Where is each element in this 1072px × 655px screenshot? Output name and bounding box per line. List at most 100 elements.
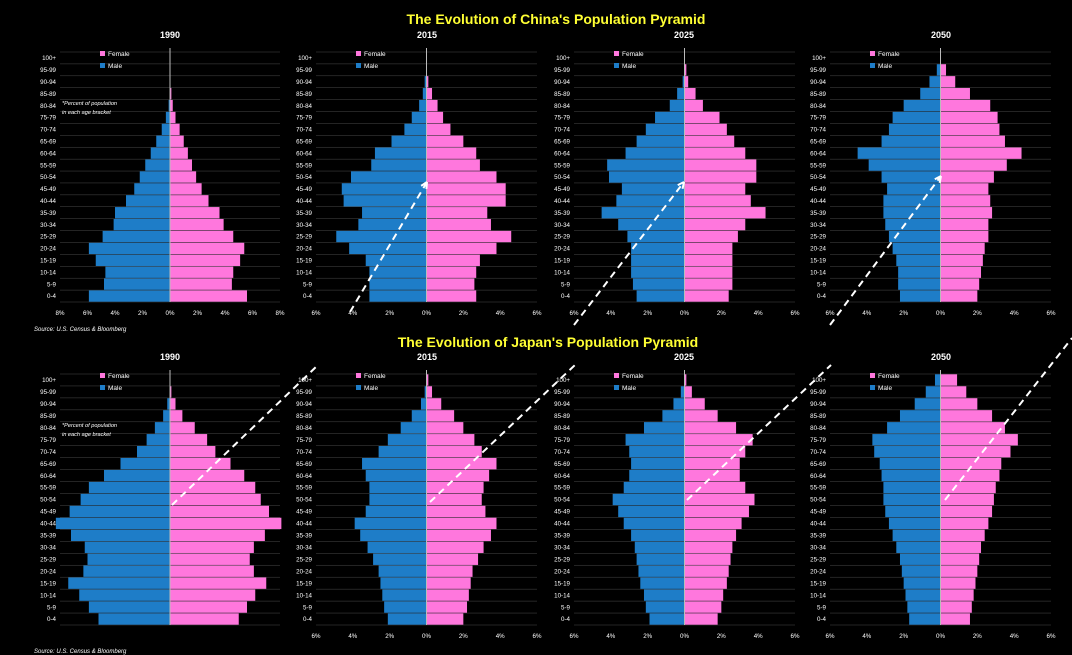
female-bar bbox=[170, 469, 245, 482]
age-bracket-label: 5-9 bbox=[303, 281, 313, 288]
age-bracket-label: 15-19 bbox=[40, 580, 56, 587]
male-bar bbox=[98, 613, 170, 625]
female-bar bbox=[940, 577, 976, 589]
male-bar bbox=[899, 290, 941, 302]
age-bracket-label: 60-64 bbox=[40, 150, 56, 157]
legend-male-swatch bbox=[100, 63, 105, 68]
male-bar bbox=[419, 99, 427, 112]
male-bar bbox=[420, 398, 427, 410]
female-bar bbox=[170, 147, 188, 159]
male-bar bbox=[154, 422, 170, 434]
female-bar bbox=[170, 398, 176, 410]
legend-label: Male bbox=[878, 63, 892, 70]
male-bar bbox=[640, 577, 685, 589]
male-bar bbox=[424, 386, 427, 398]
age-bracket-label: 30-34 bbox=[554, 222, 570, 229]
age-bracket-label: 70-74 bbox=[554, 127, 570, 134]
trend-arrow-line bbox=[686, 364, 832, 501]
male-bar bbox=[643, 589, 685, 601]
legend: Female Male bbox=[356, 51, 386, 70]
age-bracket-label: 45-49 bbox=[40, 509, 56, 516]
female-bar bbox=[940, 434, 1018, 446]
female-bar bbox=[170, 88, 172, 100]
female-bar bbox=[170, 254, 241, 266]
trend-arrow-head bbox=[934, 175, 942, 184]
female-bar bbox=[684, 553, 731, 565]
age-bracket-label: 85-89 bbox=[554, 91, 570, 98]
female-bar bbox=[940, 601, 972, 613]
male-bar bbox=[612, 493, 685, 506]
age-bracket-label: 85-89 bbox=[554, 413, 570, 420]
age-bracket-label: 70-74 bbox=[40, 127, 56, 134]
male-bar bbox=[387, 434, 427, 446]
age-bracket-label: 60-64 bbox=[810, 150, 826, 157]
female-bar bbox=[940, 469, 1000, 482]
female-bar bbox=[940, 230, 989, 243]
male-bar bbox=[165, 111, 170, 124]
age-bracket-label: 65-69 bbox=[810, 138, 826, 145]
age-bracket-label: 85-89 bbox=[40, 91, 56, 98]
age-bracket-label: 20-24 bbox=[810, 568, 826, 575]
age-bracket-label: 0-4 bbox=[47, 616, 57, 623]
male-bar bbox=[161, 123, 170, 136]
age-bracket-label: 55-59 bbox=[40, 485, 56, 492]
age-bracket-label: 100+ bbox=[812, 377, 826, 384]
pyramid-japan-2025: 2025 0-4 5-9 10-14 15-19 20-24 25-29 30-34 35-39… bbox=[554, 352, 800, 640]
male-bar bbox=[631, 529, 685, 542]
male-bar bbox=[636, 553, 685, 565]
female-bar bbox=[426, 481, 484, 494]
x-tick-label: 4% bbox=[1010, 633, 1019, 640]
legend-female-swatch bbox=[356, 51, 361, 56]
age-bracket-label: 15-19 bbox=[554, 258, 570, 265]
female-bar bbox=[684, 123, 727, 136]
age-bracket-label: 95-99 bbox=[296, 67, 312, 74]
legend-female-swatch bbox=[614, 51, 619, 56]
female-bar bbox=[170, 183, 202, 195]
female-bar bbox=[940, 64, 947, 76]
male-bar bbox=[411, 410, 427, 422]
age-bracket-label: 15-19 bbox=[810, 258, 826, 265]
age-bracket-label: 45-49 bbox=[296, 186, 312, 193]
male-bar bbox=[150, 147, 170, 159]
female-bar bbox=[684, 242, 733, 255]
x-tick-label: 6% bbox=[533, 633, 542, 640]
age-bracket-label: 20-24 bbox=[296, 246, 312, 253]
age-bracket-label: 100+ bbox=[812, 55, 826, 62]
age-bracket-label: 90-94 bbox=[40, 79, 56, 86]
female-bar bbox=[684, 457, 740, 470]
age-bracket-label: 40-44 bbox=[554, 198, 570, 205]
male-bar bbox=[645, 601, 685, 613]
china-source-note: Source: U.S. Census & Bloomberg bbox=[34, 327, 127, 333]
male-bar bbox=[669, 99, 685, 112]
age-bracket-label: 95-99 bbox=[40, 389, 56, 396]
x-tick-label: 6% bbox=[791, 633, 800, 640]
male-bar bbox=[378, 565, 427, 577]
male-bar bbox=[638, 565, 685, 577]
age-bracket-label: 75-79 bbox=[296, 115, 312, 122]
female-bar bbox=[684, 290, 729, 302]
female-bar bbox=[940, 76, 956, 88]
male-bar bbox=[643, 422, 685, 434]
x-tick-label: 6% bbox=[791, 310, 800, 317]
female-bar bbox=[170, 171, 197, 183]
age-bracket-label: 35-39 bbox=[810, 210, 826, 217]
japan-pyramids: 1990 0-4 5-9 10-14 15-19 20-24 25-29 30-34 35-39… bbox=[40, 352, 1056, 640]
x-tick-label: 0% bbox=[680, 310, 689, 317]
male-bar bbox=[883, 493, 941, 506]
male-bar bbox=[387, 613, 427, 625]
age-bracket-label: 60-64 bbox=[40, 473, 56, 480]
male-bar bbox=[907, 601, 941, 613]
legend-male-swatch bbox=[870, 385, 875, 390]
age-bracket-label: 60-64 bbox=[296, 473, 312, 480]
male-bar bbox=[367, 541, 427, 553]
age-bracket-label: 50-54 bbox=[810, 174, 826, 181]
female-bar bbox=[940, 183, 989, 195]
age-bracket-label: 50-54 bbox=[554, 174, 570, 181]
age-bracket-label: 75-79 bbox=[40, 115, 56, 122]
age-bracket-label: 15-19 bbox=[296, 580, 312, 587]
female-bar bbox=[940, 147, 1022, 159]
x-tick-label: 2% bbox=[459, 633, 468, 640]
female-bar bbox=[170, 565, 254, 577]
age-bracket-label: 65-69 bbox=[554, 138, 570, 145]
age-bracket-label: 0-4 bbox=[561, 616, 571, 623]
